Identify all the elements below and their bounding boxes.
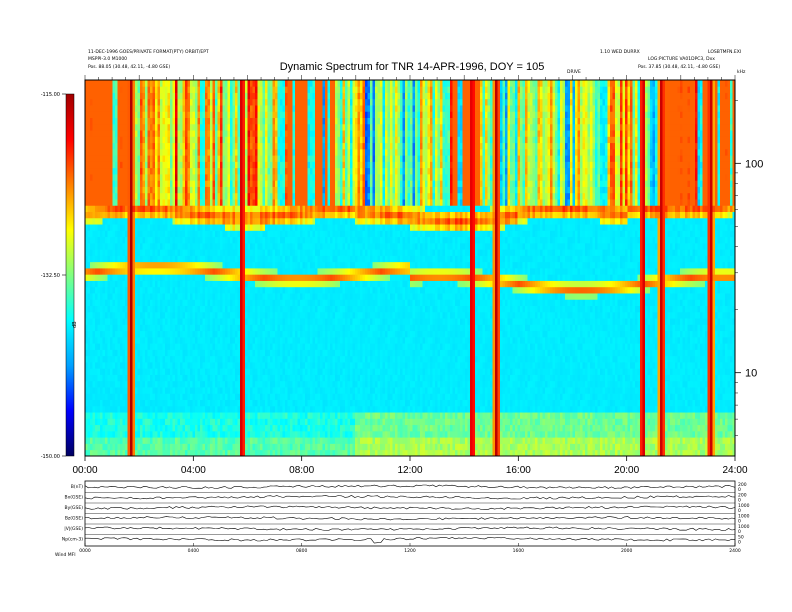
bottom-x-tick-label: 0400 [188, 548, 200, 554]
header-mid-marker: DRIVE [567, 69, 581, 75]
row-label: By(GSE) [65, 505, 84, 511]
y-tick-label: 10 [745, 368, 757, 380]
row-right-tick-label: 1000 [738, 514, 750, 520]
row-label: |V|(GSE) [64, 526, 83, 532]
row-label: B(nT) [71, 484, 83, 490]
bottom-x-tick-label: 1200 [404, 548, 416, 554]
header-left-line1: 11-DEC-1996 GOES/PRIVATE FORMAT(PTY) ORB… [88, 49, 209, 55]
x-tick-label: 00:00 [72, 465, 97, 476]
row-right-tick-label: 50 [738, 535, 744, 541]
header-left-line2: MSPPI-3.0 M1000 [88, 56, 127, 62]
row-trace [85, 537, 736, 544]
corner-unit-label: kHz [737, 69, 746, 75]
header-right-line3: Pos. 37.85 (30.48, 42.11, -4.80 GSE) [638, 64, 720, 70]
row-label: Np(cm-3) [62, 537, 83, 543]
bottom-instrument-label: Wind MFI [55, 552, 76, 558]
x-tick-label: 16:00 [506, 465, 531, 476]
header-far-right: LOSBTMFN.EXI [708, 49, 741, 55]
row-right-tick-label: 0 [738, 529, 741, 535]
header-left-line3: Pos. 88.05 (30.48, 42.11, -4.80 GSE) [88, 64, 170, 70]
bottom-x-tick-label: 1600 [513, 548, 525, 554]
colorbar-tick-label: -132.50 [41, 273, 60, 279]
row-trace [84, 505, 736, 510]
colorbar-label: dB [72, 321, 78, 328]
row-trace [84, 516, 736, 521]
x-tick-label: 08:00 [289, 465, 314, 476]
top-minor-ticks [84, 75, 736, 80]
x-tick-label: 04:00 [181, 465, 206, 476]
row-right-tick-label: 200 [738, 482, 747, 488]
y-axis-right: 100 10 [735, 100, 763, 436]
bottom-x-tick-label: 0000 [79, 548, 91, 554]
chart-title: Dynamic Spectrum for TNR 14-APR-1996, DO… [280, 61, 545, 73]
row-trace [84, 484, 736, 489]
bottom-x-axis: 0000 0400 0800 1200 1600 2000 2400 [79, 543, 741, 554]
x-tick-label: 12:00 [397, 465, 422, 476]
row-trace [84, 495, 736, 500]
row-right-tick-label: 1000 [738, 524, 750, 530]
bottom-x-tick-label: 0800 [296, 548, 308, 554]
row-right-tick-label: 0 [738, 487, 741, 493]
bottom-x-tick-label: 2000 [621, 548, 633, 554]
row-right-tick-label: 0 [738, 498, 741, 504]
y-tick-label: 100 [745, 158, 763, 170]
x-tick-label: 20:00 [614, 465, 639, 476]
row-right-tick-label: 0 [738, 508, 741, 514]
header-right-line1: 1.10 WED DURRX [600, 49, 640, 55]
colorbar [65, 93, 75, 457]
colorbar-tick-label: -115.00 [41, 92, 60, 98]
row-right-tick-label: 200 [738, 493, 747, 499]
row-right-tick-label: 0 [738, 540, 741, 546]
spectrogram [85, 80, 735, 456]
x-axis: 00:00 04:00 08:00 12:00 16:00 20:00 24:00 [72, 456, 748, 476]
header-right-line2: LOG:PICTURE VA01DPC3, Dxx [648, 56, 715, 62]
colorbar-tick-label: -150.00 [41, 454, 60, 460]
row-right-tick-label: 0 [738, 519, 741, 525]
row-trace [84, 526, 736, 531]
bottom-x-tick-label: 2400 [729, 548, 741, 554]
colorbar-ticks: -115.00 -132.50 -150.00 [41, 92, 66, 460]
row-label: Bx(GSE) [65, 495, 84, 501]
row-right-tick-label: 1000 [738, 503, 750, 509]
x-tick-label: 24:00 [722, 465, 747, 476]
row-label: Bz(GSE) [65, 516, 83, 522]
